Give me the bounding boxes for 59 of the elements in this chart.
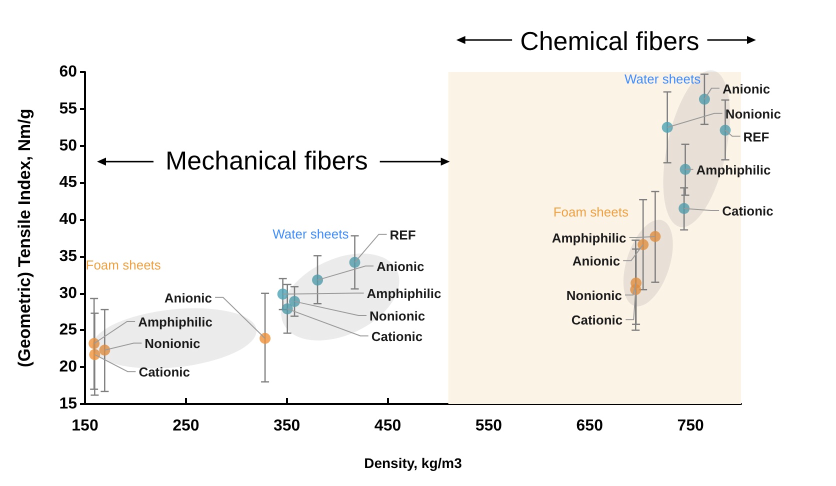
y-tick-label: 45 <box>59 174 78 192</box>
x-tick-label: 150 <box>72 418 98 434</box>
annotation: Mechanical fibers <box>166 146 368 176</box>
y-tick-label: 30 <box>59 284 78 302</box>
annotation: Water sheets <box>272 226 350 242</box>
x-tick-label: 450 <box>374 418 402 434</box>
point <box>289 296 300 307</box>
y-tick-label: 15 <box>59 396 78 412</box>
x-axis-title: Density, kg/m3 <box>364 455 462 471</box>
point <box>698 94 710 105</box>
annotation: Water sheets <box>624 72 702 87</box>
y-tick-label: 40 <box>59 211 78 228</box>
x-tick-label: 350 <box>273 418 300 434</box>
annotation: Nonionic <box>566 288 622 304</box>
point <box>260 332 271 344</box>
annotation: REF <box>743 129 770 144</box>
y-tick-label: 35 <box>59 248 78 265</box>
point <box>638 239 649 250</box>
annotation: Anionic <box>572 254 620 269</box>
x-tick-label: 650 <box>576 418 604 434</box>
y-axis-title: (Geometric) Tensile Index, Nm/g <box>15 108 34 368</box>
annotation: Amphiphilic <box>366 286 442 302</box>
point <box>312 274 324 286</box>
annotation: Foam sheets <box>553 204 629 220</box>
point <box>680 164 691 175</box>
point <box>678 202 690 214</box>
point <box>89 349 100 360</box>
y-tick-label: 50 <box>59 137 78 154</box>
annotation: Anionic <box>376 259 424 274</box>
x-tick-label: 250 <box>172 418 200 434</box>
annotation: Cationic <box>722 203 774 218</box>
point <box>650 231 661 242</box>
x-tick-label: 750 <box>677 418 704 434</box>
annotation: REF <box>390 227 416 242</box>
annotation: Amphiphilic <box>696 162 771 178</box>
y-tick-label: 25 <box>59 322 78 339</box>
annotation: Foam sheets <box>86 258 162 273</box>
point <box>662 122 673 133</box>
point <box>349 256 360 268</box>
annotation: Nonionic <box>144 336 200 352</box>
point <box>277 288 288 300</box>
point <box>88 338 100 349</box>
point <box>282 303 293 314</box>
point <box>99 344 110 356</box>
band-label: Chemical fibers <box>520 26 700 56</box>
annotation: Anionic <box>722 81 770 96</box>
annotation: Nonionic <box>725 106 781 122</box>
point <box>720 124 731 136</box>
annotation: Cationic <box>571 312 623 328</box>
y-tick-label: 20 <box>59 358 78 376</box>
annotation: Nonionic <box>370 308 426 324</box>
y-tick-label: 55 <box>59 100 78 118</box>
annotation: Cationic <box>138 364 190 380</box>
annotation: Cationic <box>371 328 423 344</box>
x-tick-label: 550 <box>475 418 502 434</box>
annotation: Amphiphilic <box>552 230 626 246</box>
annotation: Amphiphilic <box>138 314 212 330</box>
y-tick-label: 60 <box>59 64 78 80</box>
annotation: Anionic <box>164 290 212 306</box>
